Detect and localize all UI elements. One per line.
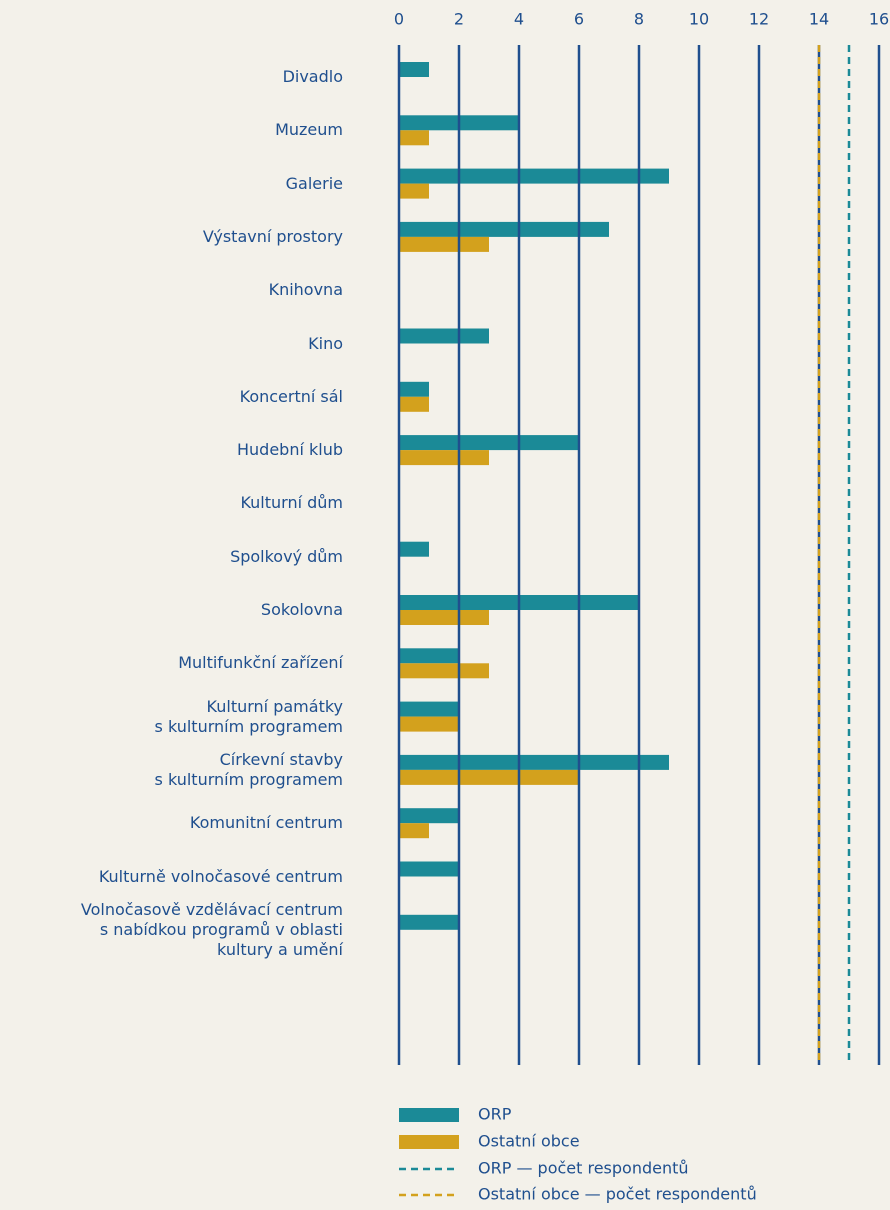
bar	[399, 130, 429, 146]
y-tick-label: Volnočasově vzdělávací centrum s nabídko…	[80, 899, 343, 959]
bar	[399, 435, 579, 451]
x-tick-label: 14	[809, 10, 829, 29]
y-tick-label: Výstavní prostory	[202, 226, 343, 246]
y-tick-label: Kulturní památky s kulturním programem	[154, 696, 343, 736]
bar	[399, 808, 459, 824]
bar	[399, 823, 429, 839]
bar	[399, 221, 609, 237]
legend-swatch	[399, 1135, 459, 1149]
x-tick-label: 16	[869, 10, 889, 29]
bar	[399, 328, 489, 344]
y-tick-label: Muzeum	[275, 120, 343, 140]
y-tick-label: Spolkový dům	[230, 546, 343, 566]
bar	[399, 861, 459, 877]
y-tick-label: Multifunkční zařízení	[178, 653, 343, 673]
bar	[399, 183, 429, 199]
x-tick-label: 4	[514, 10, 524, 29]
legend-label: Ostatní obce	[478, 1132, 580, 1151]
legend-label: Ostatní obce — počet respondentů	[478, 1185, 757, 1204]
bar	[399, 236, 489, 252]
x-tick-label: 12	[749, 10, 769, 29]
legend-label: ORP — počet respondentů	[478, 1159, 689, 1178]
y-tick-label: Galerie	[285, 173, 343, 193]
y-tick-label: Sokolovna	[260, 600, 343, 619]
bar	[399, 701, 459, 717]
x-tick-label: 6	[574, 10, 584, 29]
y-tick-label: Hudební klub	[236, 440, 343, 460]
bar	[399, 754, 669, 770]
y-tick-label: Komunitní centrum	[189, 813, 343, 833]
bar	[399, 541, 429, 557]
y-tick-label: Koncertní sál	[239, 386, 343, 406]
bar	[399, 168, 669, 184]
bar	[399, 381, 429, 397]
y-tick-label: Kulturní dům	[240, 493, 343, 513]
bar	[399, 396, 429, 412]
bar	[399, 769, 579, 785]
x-tick-label: 8	[634, 10, 644, 29]
legend-swatch	[399, 1108, 459, 1122]
y-tick-label: Kino	[308, 333, 343, 353]
y-tick-label: Divadlo	[282, 67, 343, 86]
x-tick-label: 2	[454, 10, 464, 29]
bar	[399, 610, 489, 625]
legend-label: ORP	[478, 1105, 512, 1124]
bar	[399, 663, 489, 679]
x-tick-label: 10	[689, 10, 709, 29]
bar	[399, 450, 489, 466]
bar	[399, 914, 459, 930]
y-tick-label: Kulturně volnočasové centrum	[98, 866, 343, 886]
bar	[399, 648, 459, 664]
y-tick-label: Církevní stavby s kulturním programem	[154, 749, 343, 789]
x-tick-label: 0	[394, 10, 404, 29]
y-tick-label: Knihovna	[268, 280, 343, 300]
bar	[399, 62, 429, 77]
bar	[399, 716, 459, 732]
